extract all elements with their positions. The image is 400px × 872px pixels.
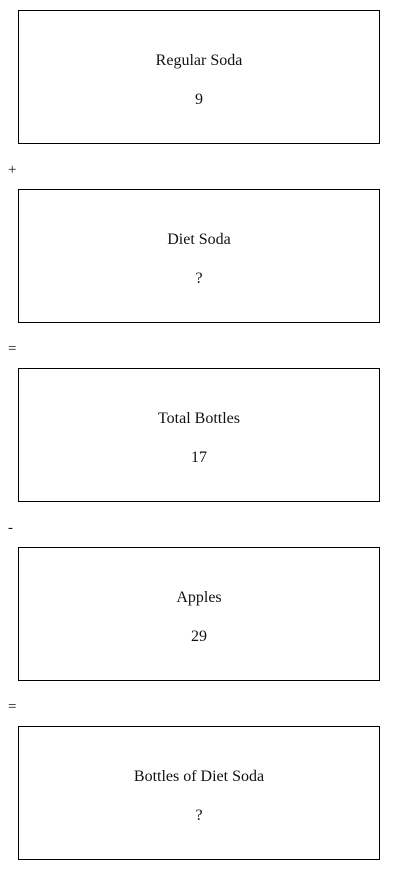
diet-soda-box: Diet Soda ?: [18, 189, 380, 323]
equals-operator: =: [8, 341, 17, 357]
equals-operator: =: [8, 699, 17, 715]
box-value: 9: [195, 91, 203, 108]
apples-box: Apples 29: [18, 547, 380, 681]
box-label: Diet Soda: [167, 231, 231, 248]
bottles-of-diet-soda-box: Bottles of Diet Soda ?: [18, 726, 380, 860]
regular-soda-box: Regular Soda 9: [18, 10, 380, 144]
box-label: Apples: [176, 589, 222, 606]
box-label: Bottles of Diet Soda: [133, 768, 265, 785]
minus-operator: -: [8, 520, 13, 536]
plus-operator: +: [8, 162, 17, 178]
box-value: 29: [191, 628, 207, 645]
box-label: Regular Soda: [155, 52, 243, 69]
box-value: ?: [195, 807, 203, 824]
box-value: 17: [191, 449, 207, 466]
total-bottles-box: Total Bottles 17: [18, 368, 380, 502]
box-value: ?: [195, 270, 203, 287]
box-label: Total Bottles: [158, 410, 240, 427]
